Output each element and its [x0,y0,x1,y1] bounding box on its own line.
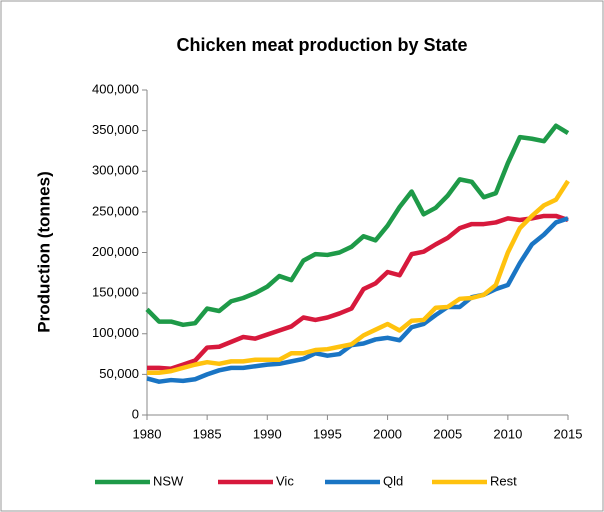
chart-title: Chicken meat production by State [176,35,467,55]
x-tick-label: 2010 [493,426,522,441]
y-tick-label: 0 [132,406,139,421]
x-tick-label: 1980 [133,426,162,441]
series-line [147,213,569,371]
y-tick-label: 150,000 [92,285,139,300]
legend-label: Vic [276,473,294,488]
legend-label: NSW [153,473,184,488]
y-tick-label: 100,000 [92,325,139,340]
y-tick-label: 350,000 [92,122,139,137]
y-tick-label: 300,000 [92,163,139,178]
y-tick-label: 250,000 [92,203,139,218]
legend-label: Qld [383,473,403,488]
x-tick-label: 2005 [433,426,462,441]
x-tick-label: 2015 [554,426,583,441]
x-tick-label: 1990 [253,426,282,441]
y-axis-label: Production (tonnes) [34,171,53,332]
y-tick-label: 400,000 [92,81,139,96]
y-tick-label: 200,000 [92,244,139,259]
series-line [146,216,569,384]
x-tick-label: 1985 [193,426,222,441]
x-tick-label: 1995 [313,426,342,441]
legend-label: Rest [490,473,517,488]
x-tick-label: 2000 [373,426,402,441]
series-line [147,179,570,375]
y-tick-label: 50,000 [99,366,139,381]
series-line [145,123,570,328]
